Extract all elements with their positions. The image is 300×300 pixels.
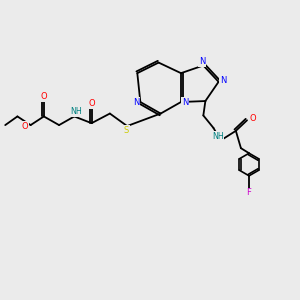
Text: NH: NH	[70, 107, 82, 116]
Text: N: N	[199, 57, 205, 66]
Text: O: O	[40, 92, 47, 101]
Text: O: O	[249, 114, 256, 123]
Text: O: O	[22, 122, 28, 131]
Text: N: N	[182, 98, 188, 106]
Text: N: N	[220, 76, 226, 85]
Text: O: O	[88, 99, 95, 108]
Text: F: F	[247, 188, 251, 197]
Text: S: S	[124, 126, 129, 135]
Text: N: N	[133, 98, 140, 106]
Text: NH: NH	[212, 132, 224, 141]
